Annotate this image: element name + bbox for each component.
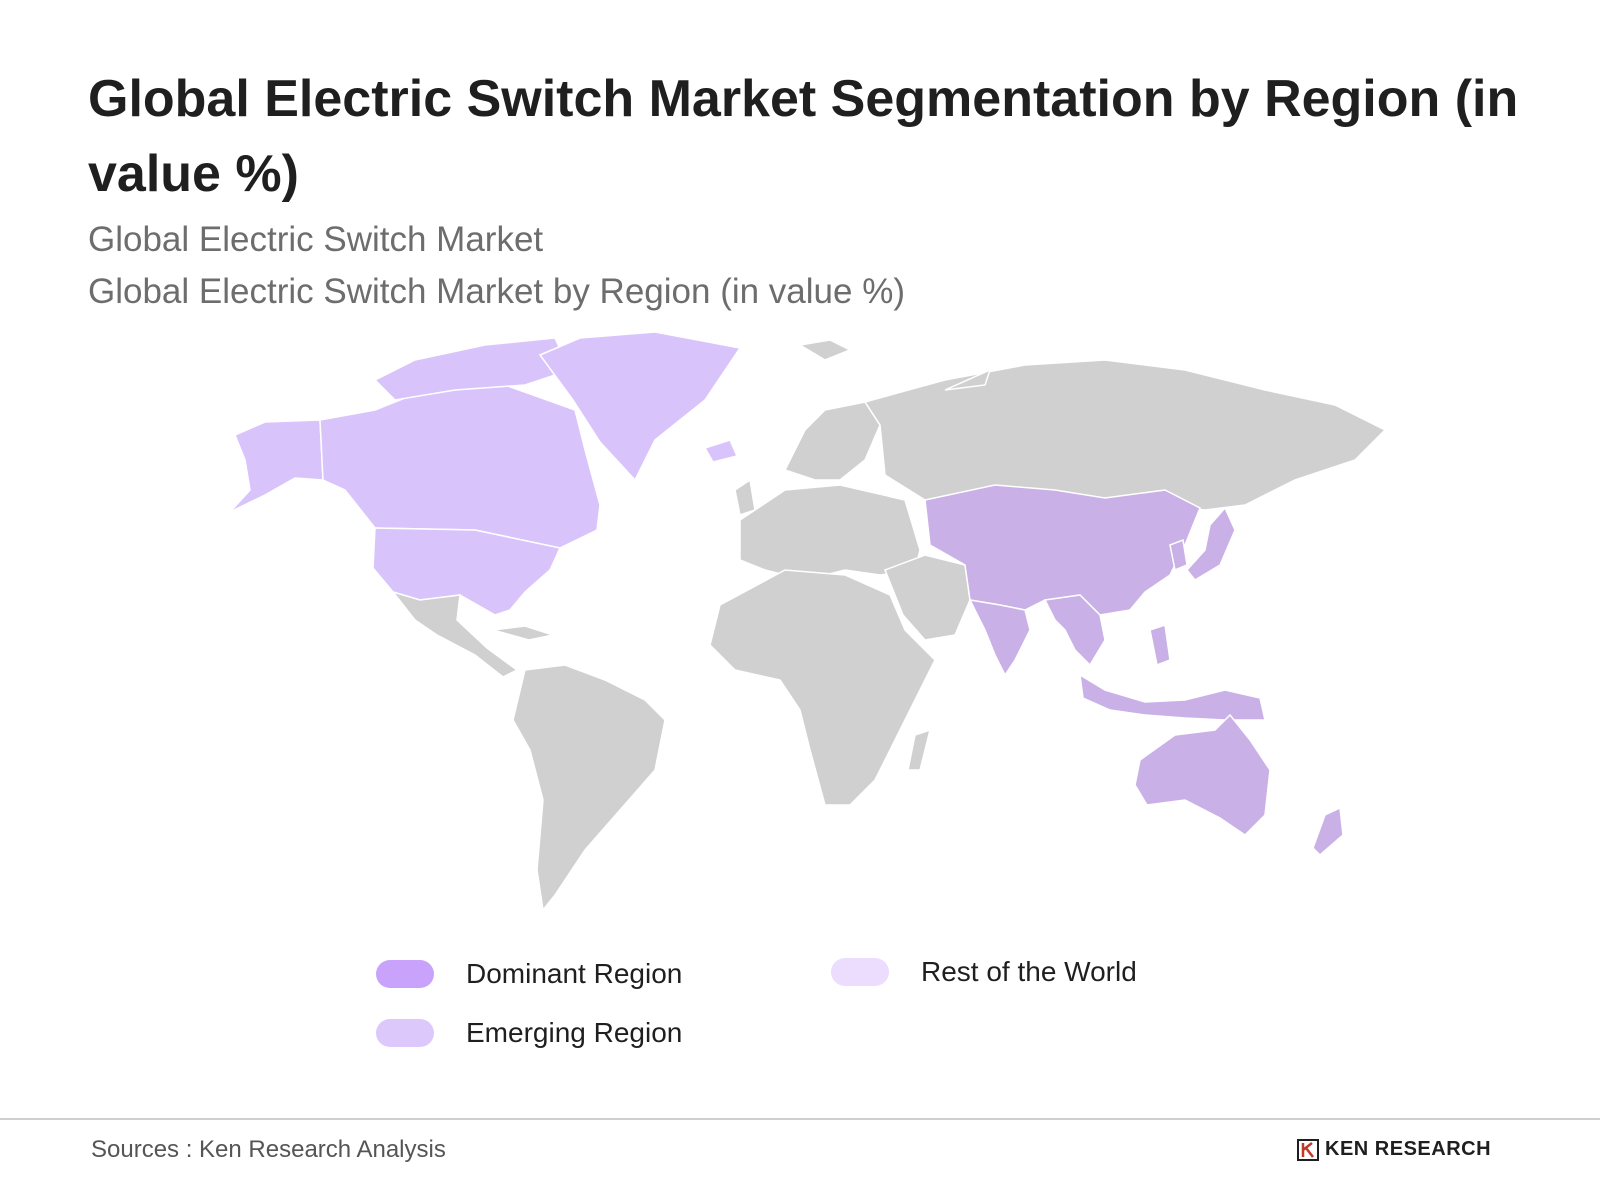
mexico-central-america	[390, 590, 519, 678]
footer-divider	[0, 1118, 1600, 1120]
usa	[372, 527, 562, 616]
page-title: Global Electric Switch Market Segmentati…	[88, 70, 1519, 203]
indonesia-png	[1079, 673, 1266, 721]
legend-rest-label: Rest of the World	[921, 956, 1137, 987]
legend-emerging-label: Emerging Region	[466, 1017, 683, 1048]
logo-text: KEN RESEARCH	[1325, 1138, 1492, 1160]
japan	[1186, 506, 1236, 581]
ken-logo-icon	[1297, 1138, 1319, 1161]
source-note: Sources : Ken Research Analysis	[91, 1136, 446, 1163]
legend-rest-swatch	[831, 958, 889, 986]
india	[968, 599, 1031, 677]
south-america	[512, 664, 666, 912]
asia-pacific-region	[924, 484, 1344, 857]
legend-rest: Rest of the World	[831, 956, 1137, 988]
legend-dominant-label: Dominant Region	[466, 958, 683, 989]
europe	[739, 484, 921, 581]
legend-emerging: Emerging Region	[376, 1017, 682, 1049]
uk-ireland	[734, 478, 756, 516]
latin-america-region	[390, 590, 666, 912]
southeast-asia	[1043, 594, 1106, 667]
subtitle-market: Global Electric Switch Market	[88, 220, 544, 259]
new-zealand	[1312, 806, 1344, 857]
russia-north-asia	[863, 359, 1387, 511]
legend-dominant-swatch	[376, 960, 434, 988]
ken-research-logo: KEN RESEARCH	[1297, 1138, 1491, 1161]
philippines	[1149, 624, 1171, 667]
korea	[1169, 538, 1188, 572]
subtitle-by-region: Global Electric Switch Market by Region …	[88, 272, 905, 311]
australia	[1134, 713, 1271, 836]
world-map	[229, 331, 1387, 912]
svalbard	[797, 339, 852, 361]
rest-of-world-region	[709, 339, 1387, 806]
africa	[709, 569, 936, 806]
iceland	[703, 439, 739, 463]
caribbean	[492, 625, 556, 641]
canada	[319, 384, 601, 549]
greenland	[538, 331, 742, 482]
alaska	[229, 419, 324, 513]
middle-east	[884, 554, 971, 641]
madagascar	[907, 728, 932, 771]
legend-dominant: Dominant Region	[376, 958, 682, 990]
novaya-zemlya	[944, 368, 992, 391]
north-america-region	[229, 331, 742, 616]
legend-emerging-swatch	[376, 1019, 434, 1047]
scandinavia	[783, 401, 881, 481]
